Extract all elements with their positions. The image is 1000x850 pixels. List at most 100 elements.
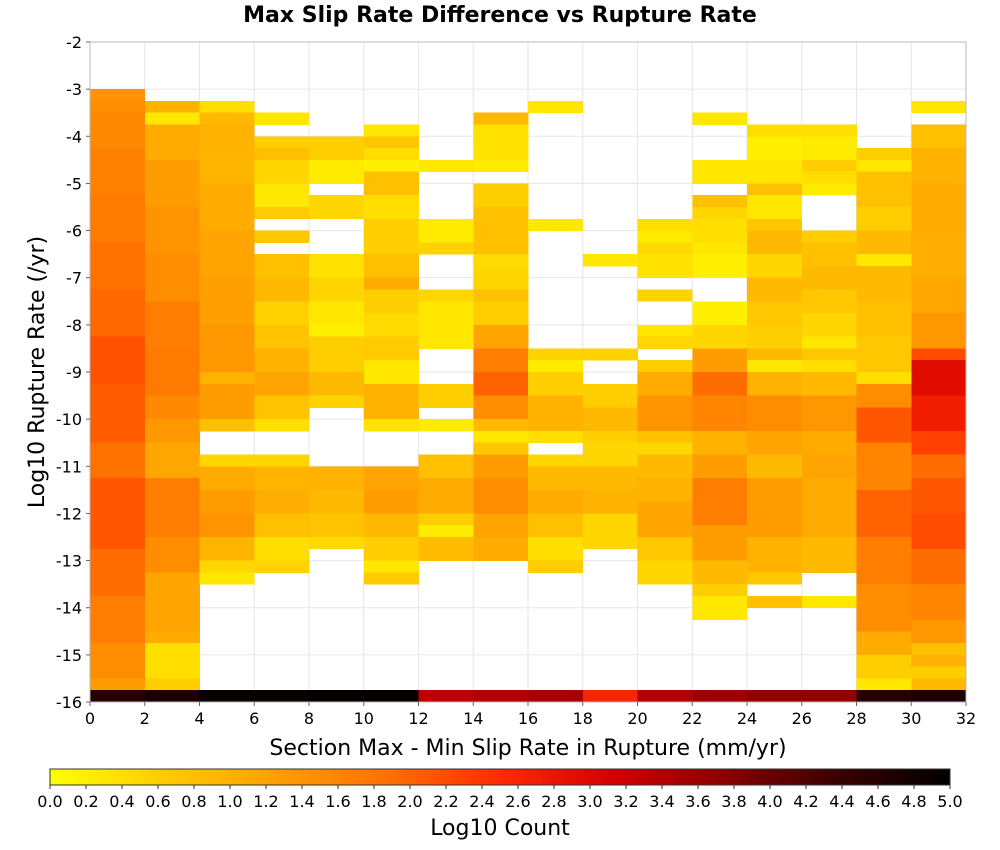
heatmap-cell <box>90 678 146 691</box>
heatmap-cell <box>528 489 584 514</box>
heatmap-cell <box>582 383 638 408</box>
heatmap-cell <box>911 360 967 396</box>
x-tick-label: 32 <box>956 709 976 728</box>
colorbar-tick-label: 1.2 <box>253 792 278 811</box>
heatmap-cell <box>747 254 803 279</box>
heatmap-cell <box>637 478 693 503</box>
heatmap-cell <box>199 124 255 149</box>
colorbar-tick-label: 3.6 <box>685 792 710 811</box>
heatmap-cell <box>473 254 529 267</box>
heatmap-cell <box>473 442 529 455</box>
heatmap-cell <box>254 136 310 149</box>
heatmap-cell <box>747 183 803 196</box>
x-tick-label: 0 <box>85 709 95 728</box>
heatmap-cell <box>692 372 748 396</box>
colorbar-tick-label: 1.8 <box>361 792 386 811</box>
heatmap-cell <box>911 395 967 432</box>
heatmap-cell <box>90 195 146 243</box>
x-tick-label: 24 <box>737 709 757 728</box>
heatmap-cell <box>911 230 967 279</box>
heatmap-cell <box>856 678 912 691</box>
heatmap-cell <box>473 395 529 420</box>
x-tick-label: 28 <box>846 709 866 728</box>
colorbar-tick-label: 3.0 <box>577 792 602 811</box>
heatmap-cell <box>692 242 748 255</box>
colorbar-tick-label: 3.4 <box>649 792 674 811</box>
heatmap-cell <box>309 195 365 220</box>
heatmap-cell <box>856 254 912 267</box>
heatmap-cell <box>309 690 365 703</box>
heatmap-cell <box>199 277 255 326</box>
heatmap-cell <box>911 654 967 668</box>
heatmap-cell <box>144 112 200 125</box>
heatmap-cell <box>747 690 803 703</box>
heatmap-cell <box>801 454 857 479</box>
heatmap-cell <box>363 489 419 514</box>
heatmap-cell <box>363 254 419 279</box>
heatmap-cell <box>692 218 748 243</box>
colorbar-tick-label: 2.2 <box>433 792 458 811</box>
y-tick-label: -10 <box>56 410 82 429</box>
heatmap-cell <box>254 513 310 538</box>
heatmap-cell <box>473 124 529 161</box>
x-tick-label: 14 <box>463 709 483 728</box>
heatmap-cell <box>856 584 912 632</box>
heatmap-cell <box>199 513 255 538</box>
heatmap-cell <box>254 466 310 491</box>
heatmap-cell <box>911 690 967 703</box>
heatmap-cell <box>418 690 474 703</box>
heatmap-cell <box>692 560 748 585</box>
heatmap-cell <box>637 242 693 255</box>
heatmap-cell <box>199 383 255 420</box>
heatmap-cell <box>911 678 967 691</box>
heatmap-cell <box>801 265 857 290</box>
heatmap-cell <box>528 348 584 361</box>
y-tick-label: -6 <box>66 222 82 241</box>
heatmap-cell <box>911 277 967 314</box>
heatmap-cell <box>363 560 419 573</box>
heatmap-cell <box>90 442 146 479</box>
heatmap-cell <box>363 466 419 491</box>
heatmap-cell <box>418 478 474 514</box>
heatmap-cell <box>144 643 200 679</box>
heatmap-cell <box>309 277 365 302</box>
heatmap-cell <box>582 466 638 491</box>
x-tick-label: 22 <box>682 709 702 728</box>
heatmap-cells <box>90 89 967 703</box>
heatmap-cell <box>144 348 200 396</box>
heatmap-cell <box>144 690 200 703</box>
colorbar-tick-label: 1.0 <box>217 792 242 811</box>
colorbar-tick-label: 4.8 <box>901 792 926 811</box>
heatmap-cell <box>199 372 255 385</box>
colorbar-tick-label: 0.4 <box>109 792 134 811</box>
heatmap-cell <box>473 289 529 302</box>
heatmap-cell <box>363 171 419 196</box>
heatmap-cell <box>363 313 419 338</box>
heatmap-cell <box>473 348 529 373</box>
colorbar-tick-label: 4.0 <box>757 792 782 811</box>
heatmap-cell <box>363 159 419 173</box>
heatmap-cell <box>418 242 474 255</box>
heatmap-cell <box>199 112 255 125</box>
heatmap-cell <box>418 513 474 526</box>
colorbar-tick-label: 3.2 <box>613 792 638 811</box>
heatmap-cell <box>801 595 857 609</box>
heatmap-cell <box>254 690 310 703</box>
heatmap-cell <box>801 478 857 538</box>
heatmap-cell <box>911 124 967 149</box>
heatmap-cell <box>309 466 365 491</box>
heatmap-cell <box>254 148 310 161</box>
chart-title: Max Slip Rate Difference vs Rupture Rate <box>243 3 757 28</box>
heatmap-cell <box>309 136 365 161</box>
heatmap-cell <box>747 348 803 361</box>
x-tick-label: 30 <box>901 709 921 728</box>
heatmap-cell <box>637 395 693 432</box>
heatmap-cell <box>144 124 200 161</box>
colorbar-ticks: 0.0 0.2 0.4 0.6 0.8 1.0 1.2 1.4 1.6 1.8 2.0 2.2 2.4 2… <box>37 785 963 811</box>
heatmap-cell <box>199 454 255 467</box>
heatmap-cell <box>90 100 146 114</box>
heatmap-cell <box>692 254 748 279</box>
heatmap-cell <box>144 159 200 208</box>
y-tick-label: -15 <box>56 646 82 665</box>
